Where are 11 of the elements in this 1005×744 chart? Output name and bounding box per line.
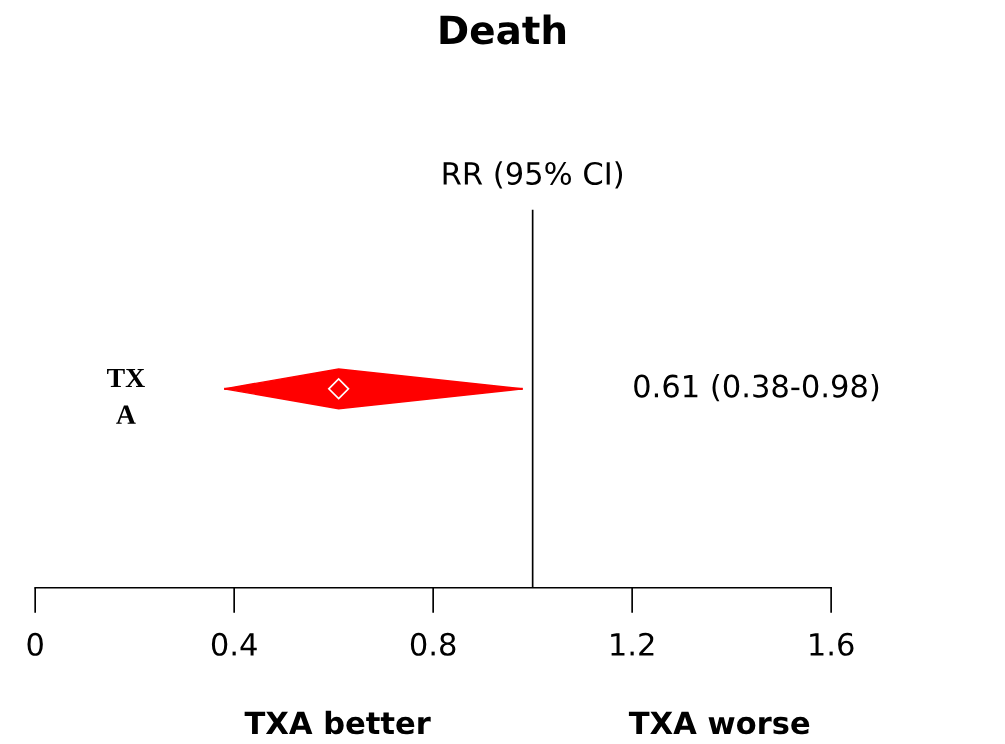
y-tick-label: TX A xyxy=(107,368,145,424)
x-tick-label: 0.8 xyxy=(410,632,456,656)
text: TXA worse xyxy=(628,711,810,735)
x-tick-label: 0 xyxy=(27,632,43,656)
x-tick-label: 1.6 xyxy=(810,632,854,656)
x-tick-label: 1.2 xyxy=(611,632,654,656)
chart-title: Death xyxy=(440,14,566,45)
annotation: 0.61 (0.38-0.98) xyxy=(634,374,879,402)
ref-line-label: RR (95% CI) xyxy=(443,161,623,189)
text: TXA better xyxy=(244,710,431,735)
x-tick-label: 0.4 xyxy=(211,632,257,656)
